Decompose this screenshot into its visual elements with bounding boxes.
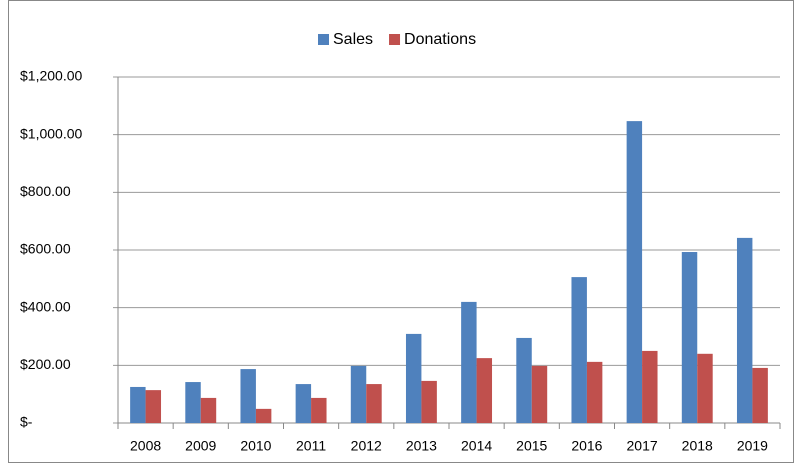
bar [405, 333, 422, 423]
bar [200, 397, 217, 423]
x-tick-label: 2017 [627, 438, 658, 454]
y-tick-label: $200.00 [20, 356, 71, 372]
y-tick-label: $400.00 [20, 298, 71, 314]
x-tick-label: 2014 [461, 438, 492, 454]
y-tick-label: $600.00 [20, 241, 71, 257]
bar [145, 390, 162, 423]
chart-frame [8, 0, 794, 463]
x-tick-label: 2008 [130, 438, 161, 454]
y-tick-label: $1,200.00 [20, 68, 82, 84]
bar [350, 365, 367, 423]
y-tick-label: $800.00 [20, 183, 71, 199]
bar [421, 380, 437, 423]
bar [185, 382, 201, 423]
x-tick-label: 2011 [296, 438, 326, 454]
bar [681, 252, 698, 423]
x-tick-label: 2010 [240, 438, 271, 454]
bar [571, 277, 587, 423]
bar [752, 367, 768, 423]
y-tick-label: $1,000.00 [20, 125, 82, 141]
bar [531, 365, 548, 423]
bar [642, 350, 658, 423]
x-tick-label: 2018 [682, 438, 713, 454]
x-tick-label: 2009 [185, 438, 216, 454]
bar [476, 358, 493, 423]
bar [586, 361, 603, 423]
bar [461, 301, 477, 423]
y-tick-label: $- [20, 414, 33, 430]
bar [255, 408, 272, 423]
bar [516, 337, 532, 423]
bar [697, 353, 713, 423]
bar [736, 237, 753, 423]
bar [295, 384, 312, 423]
bar [626, 121, 643, 424]
legend-label: Donations [404, 31, 476, 48]
legend-label: Sales [333, 31, 373, 48]
x-tick-label: 2013 [406, 438, 437, 454]
bar [311, 397, 327, 423]
legend-swatch [389, 34, 401, 45]
bar [240, 369, 256, 423]
x-tick-label: 2012 [351, 438, 382, 454]
legend-swatch [318, 34, 329, 45]
x-tick-label: 2016 [571, 438, 602, 454]
x-tick-label: 2019 [737, 438, 768, 454]
x-tick-label: 2015 [516, 438, 547, 454]
bar [130, 386, 146, 423]
bar [366, 384, 382, 423]
